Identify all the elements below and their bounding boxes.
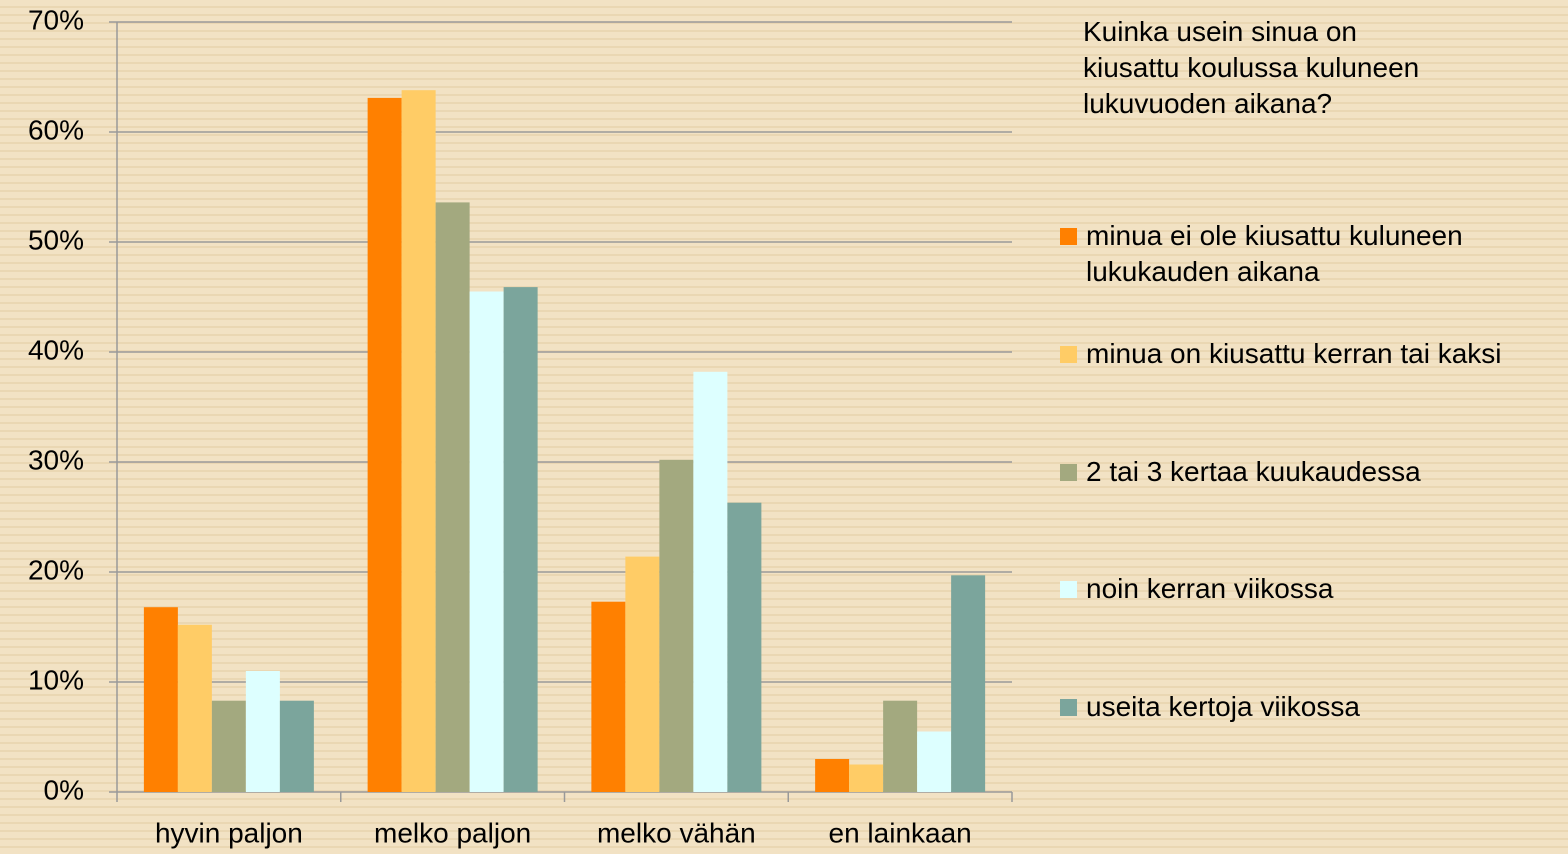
legend-entry: 2 tai 3 kertaa kuukaudessa bbox=[1060, 454, 1560, 490]
bar bbox=[727, 502, 762, 792]
y-tick-label: 30% bbox=[28, 444, 84, 475]
bar bbox=[503, 287, 538, 792]
legend-entry: minua ei ole kiusattu kuluneen lukukaude… bbox=[1060, 218, 1560, 290]
bar bbox=[591, 601, 626, 792]
bar bbox=[883, 700, 918, 792]
bar bbox=[245, 671, 280, 792]
legend-swatch bbox=[1060, 699, 1077, 716]
legend-label: minua ei ole kiusattu kuluneen lukukaude… bbox=[1086, 220, 1463, 287]
legend-title: Kuinka usein sinua on kiusattu koulussa … bbox=[1083, 16, 1420, 119]
y-tick-label: 20% bbox=[28, 554, 84, 585]
y-tick-label: 10% bbox=[28, 664, 84, 695]
y-tick-label: 70% bbox=[28, 4, 84, 35]
y-tick-label: 0% bbox=[44, 774, 84, 805]
legend-swatch bbox=[1060, 228, 1077, 245]
chart: 0% 10% 20% 30% 40% 50% 60% 70% hyvin paljon melko… bbox=[28, 4, 1013, 848]
bar bbox=[435, 202, 470, 792]
legend-swatch bbox=[1060, 581, 1077, 598]
bar bbox=[951, 575, 986, 792]
bar bbox=[917, 731, 952, 792]
bar bbox=[469, 291, 504, 792]
legend-label: 2 tai 3 kertaa kuukaudessa bbox=[1086, 456, 1421, 487]
bar bbox=[625, 556, 660, 792]
bar bbox=[367, 97, 402, 792]
x-tick-label: melko paljon bbox=[374, 817, 531, 848]
legend-label: noin kerran viikossa bbox=[1086, 573, 1334, 604]
legend-entry: minua on kiusattu kerran tai kaksi bbox=[1060, 336, 1560, 372]
bar bbox=[177, 624, 212, 792]
bar bbox=[849, 764, 884, 792]
legend-label: minua on kiusattu kerran tai kaksi bbox=[1086, 338, 1502, 369]
bar bbox=[143, 607, 178, 792]
bar bbox=[401, 90, 436, 792]
legend-entry: noin kerran viikossa bbox=[1060, 571, 1560, 607]
bar bbox=[279, 700, 314, 792]
y-tick-label: 40% bbox=[28, 334, 84, 365]
bar bbox=[815, 759, 850, 792]
legend-swatch bbox=[1060, 346, 1077, 363]
x-tick-label: hyvin paljon bbox=[155, 817, 303, 848]
legend-label: useita kertoja viikossa bbox=[1086, 691, 1360, 722]
legend: Kuinka usein sinua on kiusattu koulussa … bbox=[1060, 14, 1565, 722]
legend-entry: useita kertoja viikossa bbox=[1060, 689, 1560, 725]
bar bbox=[659, 459, 694, 792]
x-tick-label: en lainkaan bbox=[829, 817, 972, 848]
bar bbox=[693, 371, 728, 792]
legend-swatch bbox=[1060, 464, 1077, 481]
y-tick-label: 50% bbox=[28, 224, 84, 255]
y-tick-label: 60% bbox=[28, 114, 84, 145]
x-tick-label: melko vähän bbox=[597, 817, 756, 848]
bar bbox=[211, 700, 246, 792]
